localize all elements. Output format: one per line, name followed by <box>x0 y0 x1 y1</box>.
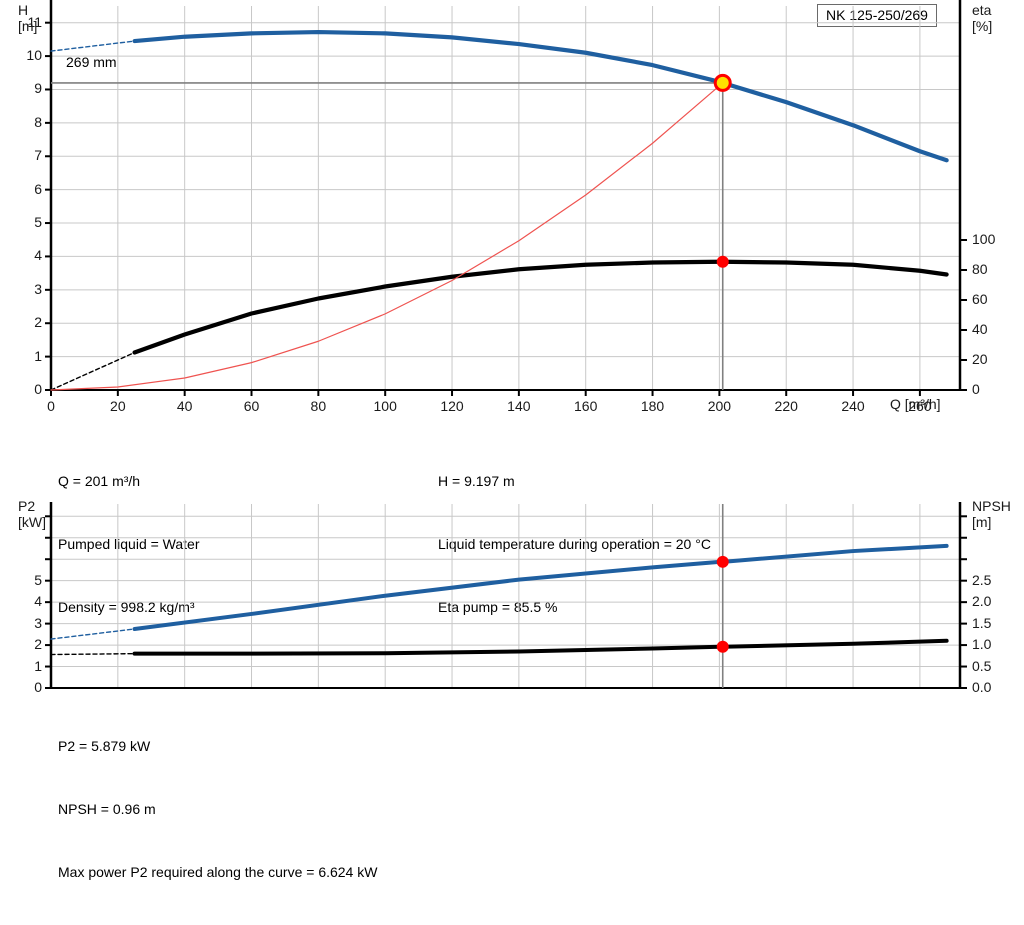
power-info-npsh: NPSH = 0.96 m <box>58 801 156 817</box>
top-chart-y-left-tick: 3 <box>34 280 42 297</box>
top-chart-y-left-tick: 11 <box>27 13 42 30</box>
duty-point-head[interactable] <box>713 73 732 92</box>
top-chart-x-tick: 220 <box>774 398 798 414</box>
duty-point-eta[interactable] <box>716 255 729 268</box>
top-chart-x-tick: 200 <box>707 398 732 414</box>
bottom-chart-y-left-tick: 2 <box>34 636 42 653</box>
power-npsh-chart <box>45 502 967 689</box>
top-chart-y-left-tick: 5 <box>34 214 42 231</box>
top-chart-y-right-tick: 100 <box>972 231 996 247</box>
series-system-pipe-characteristic <box>50 82 724 391</box>
bottom-chart-y-left-tick: 3 <box>34 614 42 631</box>
top-chart-y-left-tick: 6 <box>34 180 42 197</box>
top-chart-x-tick: 60 <box>243 398 260 414</box>
top-chart-y-left-tick: 7 <box>34 147 42 164</box>
duty-info-eta: Eta pump = 85.5 % <box>438 599 558 615</box>
series-efficiency-curve-extrapolation <box>50 351 136 391</box>
series-power-p2-extrapolation <box>50 628 136 640</box>
top-chart-y-left-tick: 0 <box>34 381 42 397</box>
top-chart-x-tick: 140 <box>507 398 531 414</box>
series-head-curve-extrapolation <box>50 40 136 52</box>
power-info-maxpower: Max power P2 required along the curve = … <box>58 864 378 880</box>
top-chart-x-tick: 40 <box>176 398 193 414</box>
duty-point-power[interactable] <box>716 555 729 568</box>
top-chart-y-right-tick: 20 <box>972 351 988 367</box>
duty-info-flow: Q = 201 m³/h <box>58 473 141 489</box>
series-npsh-extrapolation <box>50 652 136 656</box>
impeller-diameter-label: 269 mm <box>66 54 117 70</box>
top-chart-x-tick: 120 <box>440 398 464 414</box>
series-head-curve-269-mm-impeller- <box>132 29 949 163</box>
top-chart-x-tick: 240 <box>841 398 865 414</box>
duty-info-liquid: Pumped liquid = Water <box>58 536 200 552</box>
top-chart-y-left-tick: 9 <box>34 80 42 97</box>
top-chart-y-left-tick: 2 <box>34 314 42 331</box>
top-chart-y-left-tick: 10 <box>26 47 42 64</box>
bottom-chart-y-right-tick: 2.0 <box>972 593 992 610</box>
power-info-block: P2 = 5.879 kW NPSH = 0.96 m Max power P2… <box>58 694 377 925</box>
top-chart-x-tick: 160 <box>574 398 598 414</box>
series-power-p2-curve <box>132 543 949 631</box>
top-chart-y-right-tick: 80 <box>972 261 988 277</box>
duty-info-right-column: H = 9.197 m Liquid temperature during op… <box>438 429 711 660</box>
duty-info-density: Density = 998.2 kg/m³ <box>58 599 195 615</box>
bottom-chart-y-right-tick: 0.0 <box>972 679 992 695</box>
top-chart-y-right-tick: 60 <box>972 291 988 307</box>
top-chart-y-left-tick: 4 <box>34 247 42 264</box>
bottom-chart-y-left-tick: 1 <box>34 657 42 674</box>
top-chart-y-right-tick: 0 <box>972 381 980 397</box>
duty-info-temperature: Liquid temperature during operation = 20… <box>438 536 711 552</box>
duty-info-left-column: Q = 201 m³/h Pumped liquid = Water Densi… <box>58 429 200 660</box>
power-info-p2: P2 = 5.879 kW <box>58 738 151 754</box>
model-designation-box: NK 125-250/269 <box>817 4 937 27</box>
top-chart-y-right-tick: 40 <box>972 321 988 337</box>
duty-info-head: H = 9.197 m <box>438 473 515 489</box>
top-chart-y-left-tick: 1 <box>34 347 42 364</box>
pump-curve-page: NK 125-250/269 H [m] eta [%] Q [m³/h] 26… <box>18 0 1011 880</box>
top-chart-x-tick: 0 <box>47 398 55 414</box>
bottom-chart-y-right-tick: 0.5 <box>972 657 992 674</box>
bottom-chart-y-left-tick: 4 <box>34 593 42 610</box>
top-chart-y-left-tick: 8 <box>34 113 42 130</box>
top-chart-x-tick: 260 <box>908 398 932 414</box>
top-chart-x-tick: 100 <box>373 398 397 414</box>
top-chart-y-right-title: eta [%] <box>972 2 993 34</box>
top-chart-x-tick: 180 <box>640 398 665 414</box>
bottom-chart-y-left-tick: 5 <box>34 571 42 588</box>
bottom-chart-y-right-title: NPSH [m] <box>972 498 1011 530</box>
top-chart-x-tick: 20 <box>110 398 126 414</box>
bottom-chart-y-right-tick: 1.0 <box>972 636 992 653</box>
duty-point-npsh[interactable] <box>716 640 729 653</box>
series-npsh-curve <box>132 638 949 656</box>
top-chart-x-title: Q [m³/h] <box>890 396 941 412</box>
bottom-chart-y-left-tick: 0 <box>34 679 42 695</box>
top-chart-y-left-title: H [m] <box>18 2 38 34</box>
bottom-chart-y-right-tick: 1.5 <box>972 614 992 631</box>
head-efficiency-chart <box>45 0 967 396</box>
series-efficiency-curve-eta- <box>132 259 949 355</box>
bottom-chart-y-left-title: P2 [kW] <box>18 498 46 530</box>
bottom-chart-y-right-tick: 2.5 <box>972 571 992 588</box>
top-chart-x-tick: 80 <box>310 398 327 414</box>
